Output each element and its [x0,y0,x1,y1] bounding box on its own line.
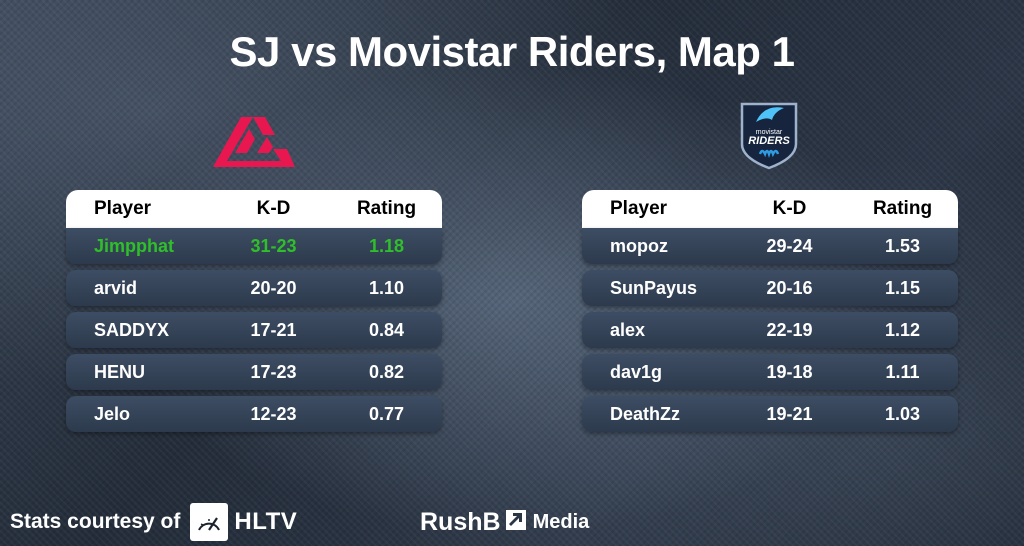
table-row: DeathZz 19-21 1.03 [582,396,958,432]
brand-sub: Media [532,510,590,533]
player-name: SunPayus [610,277,698,298]
player-header: Player [610,198,668,219]
page-title: SJ vs Movistar Riders, Map 1 [229,28,795,75]
player-name: Jimpphat [94,235,175,256]
player-name: mopoz [610,235,668,256]
table-row: alex 22-19 1.12 [582,312,958,348]
player-name: Jelo [94,403,131,424]
table-row: Jimpphat 31-23 1.18 [66,228,442,264]
player-rating: 0.77 [368,403,405,424]
arrow-up-right-icon [505,509,527,536]
kd-header: K-D [772,198,807,219]
svg-text:movistar: movistar [756,129,783,136]
movistar-riders-shield-icon: movistar RIDERS [740,102,798,170]
table-row: arvid 20-20 1.10 [66,270,442,306]
table-row: Jelo 12-23 0.77 [66,396,442,432]
player-rating: 1.11 [885,361,920,382]
player-kd: 17-21 [250,319,297,340]
player-name: dav1g [610,361,663,382]
hltv-speedometer-icon [190,503,229,541]
hltv-brand: HLTV [234,508,298,535]
player-kd: 17-23 [250,361,297,382]
player-rating: 0.82 [368,361,405,382]
player-rating: 0.84 [368,319,405,340]
player-rating: 1.18 [368,235,405,256]
table-row: SADDYX 17-21 0.84 [66,312,442,348]
player-rating: 1.03 [884,403,921,424]
player-name: alex [610,319,646,340]
table-row: mopoz 29-24 1.53 [582,228,958,264]
player-rating: 1.15 [884,277,921,298]
table-header: Player K-D Rating [582,190,958,228]
sj-logo-icon [213,117,295,167]
rushb-media-logo: RushB Media [420,504,589,540]
player-name: arvid [94,277,138,298]
player-header: Player [94,198,152,219]
player-kd: 20-16 [766,277,813,298]
sj-stats-table: Player K-D Rating Jimpphat 31-23 1.18 ar… [66,190,442,432]
rating-header: Rating [872,198,933,219]
credit-text: Stats courtesy of [10,510,181,533]
table-header: Player K-D Rating [66,190,442,228]
player-kd: 20-20 [250,277,297,298]
player-kd: 31-23 [250,235,297,256]
player-name: SADDYX [94,319,170,340]
player-rating: 1.10 [368,277,405,298]
player-rating: 1.12 [884,319,921,340]
player-kd: 22-19 [766,319,813,340]
player-name: HENU [94,361,146,382]
player-name: DeathZz [610,403,681,424]
table-row: dav1g 19-18 1.11 [582,354,958,390]
kd-header: K-D [256,198,291,219]
player-kd: 19-18 [766,361,813,382]
table-row: HENU 17-23 0.82 [66,354,442,390]
player-kd: 29-24 [766,235,813,256]
table-row: SunPayus 20-16 1.15 [582,270,958,306]
player-rating: 1.53 [884,235,921,256]
player-kd: 19-21 [766,403,813,424]
stats-credit: Stats courtesy of HLTV [10,502,297,542]
movistar-riders-stats-table: Player K-D Rating mopoz 29-24 1.53 SunPa… [582,190,958,432]
rating-header: Rating [356,198,417,219]
svg-text:RIDERS: RIDERS [748,135,790,147]
player-kd: 12-23 [250,403,297,424]
sj-team-logo [213,117,295,167]
brand-main: RushB [420,507,501,536]
movistar-riders-logo: movistar RIDERS [736,98,802,170]
